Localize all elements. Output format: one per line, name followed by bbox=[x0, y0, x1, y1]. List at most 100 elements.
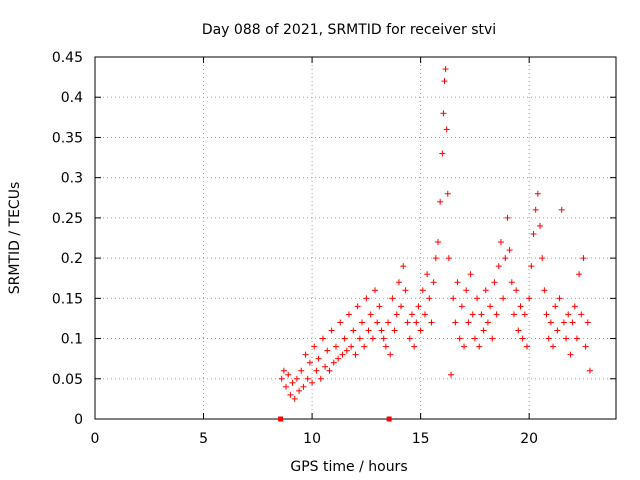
data-point bbox=[530, 230, 537, 237]
data-point bbox=[452, 319, 459, 326]
data-point bbox=[296, 387, 303, 394]
data-point bbox=[393, 311, 400, 318]
data-point bbox=[539, 255, 546, 262]
data-point bbox=[506, 247, 513, 254]
data-point bbox=[378, 327, 385, 334]
data-point bbox=[428, 319, 435, 326]
data-point bbox=[287, 391, 294, 398]
y-tick-label: 0.45 bbox=[52, 50, 83, 66]
data-point bbox=[424, 271, 431, 278]
data-points bbox=[278, 66, 593, 422]
data-point bbox=[367, 311, 374, 318]
data-point bbox=[380, 335, 387, 342]
data-point bbox=[461, 343, 468, 350]
data-point bbox=[469, 311, 476, 318]
y-tick-label: 0.15 bbox=[52, 291, 83, 307]
data-point bbox=[328, 327, 335, 334]
x-tick-label: 0 bbox=[91, 431, 100, 447]
data-point bbox=[450, 295, 457, 302]
data-point bbox=[374, 319, 381, 326]
data-point bbox=[437, 198, 444, 205]
data-point bbox=[584, 319, 591, 326]
data-point bbox=[578, 311, 585, 318]
chart-title: Day 088 of 2021, SRMTID for receiver stv… bbox=[202, 22, 496, 38]
x-axis-tick-labels: 0 5 10 15 20 bbox=[91, 431, 539, 447]
data-point bbox=[402, 287, 409, 294]
data-point bbox=[493, 311, 500, 318]
data-point bbox=[519, 335, 526, 342]
data-point bbox=[458, 303, 465, 310]
data-point bbox=[298, 367, 305, 374]
data-point bbox=[467, 271, 474, 278]
data-point bbox=[389, 295, 396, 302]
data-point bbox=[319, 335, 326, 342]
data-point bbox=[500, 295, 507, 302]
data-point bbox=[280, 367, 287, 374]
data-point bbox=[489, 335, 496, 342]
data-point bbox=[442, 66, 449, 73]
data-point bbox=[515, 327, 522, 334]
data-point bbox=[545, 335, 552, 342]
data-point bbox=[440, 110, 447, 117]
data-point bbox=[352, 351, 359, 358]
data-point bbox=[554, 327, 561, 334]
data-point bbox=[283, 383, 290, 390]
data-point bbox=[278, 375, 285, 382]
data-point bbox=[400, 263, 407, 270]
data-point bbox=[426, 295, 433, 302]
data-point bbox=[398, 303, 405, 310]
data-point bbox=[376, 303, 383, 310]
data-point bbox=[582, 343, 589, 350]
data-point bbox=[556, 295, 563, 302]
data-point bbox=[315, 355, 322, 362]
x-tick-label: 5 bbox=[199, 431, 208, 447]
y-axis-title: SRMTID / TECUs bbox=[7, 182, 23, 295]
data-point bbox=[382, 343, 389, 350]
y-tick-label: 0.2 bbox=[61, 251, 83, 267]
data-point bbox=[480, 327, 487, 334]
data-point bbox=[324, 347, 331, 354]
zero-marker bbox=[386, 416, 392, 422]
y-tick-label: 0 bbox=[74, 412, 83, 428]
data-point bbox=[487, 303, 494, 310]
data-point bbox=[372, 287, 379, 294]
data-point bbox=[385, 319, 392, 326]
data-point bbox=[304, 375, 311, 382]
data-point bbox=[445, 255, 452, 262]
zero-marker bbox=[278, 416, 284, 422]
data-point bbox=[443, 126, 450, 133]
data-point bbox=[293, 375, 300, 382]
x-tick-label: 20 bbox=[520, 431, 538, 447]
data-point bbox=[528, 263, 535, 270]
data-point bbox=[350, 327, 357, 334]
data-point bbox=[341, 335, 348, 342]
x-tick-label: 15 bbox=[412, 431, 430, 447]
data-point bbox=[302, 351, 309, 358]
data-point bbox=[335, 355, 342, 362]
data-point bbox=[454, 279, 461, 286]
data-point bbox=[484, 319, 491, 326]
data-point bbox=[417, 327, 424, 334]
data-point bbox=[313, 367, 320, 374]
data-point bbox=[567, 351, 574, 358]
data-point bbox=[322, 363, 329, 370]
data-point bbox=[419, 287, 426, 294]
data-point bbox=[285, 371, 292, 378]
data-point bbox=[563, 335, 570, 342]
data-point bbox=[432, 255, 439, 262]
data-point bbox=[395, 279, 402, 286]
data-point bbox=[532, 206, 539, 213]
y-tick-label: 0.05 bbox=[52, 372, 83, 388]
data-point bbox=[465, 319, 472, 326]
data-point bbox=[513, 287, 520, 294]
data-point bbox=[441, 78, 448, 85]
data-point bbox=[517, 303, 524, 310]
data-point bbox=[550, 343, 557, 350]
data-point bbox=[495, 263, 502, 270]
data-point bbox=[491, 279, 498, 286]
data-point bbox=[456, 335, 463, 342]
data-point bbox=[478, 311, 485, 318]
data-point bbox=[421, 311, 428, 318]
y-tick-label: 0.25 bbox=[52, 211, 83, 227]
